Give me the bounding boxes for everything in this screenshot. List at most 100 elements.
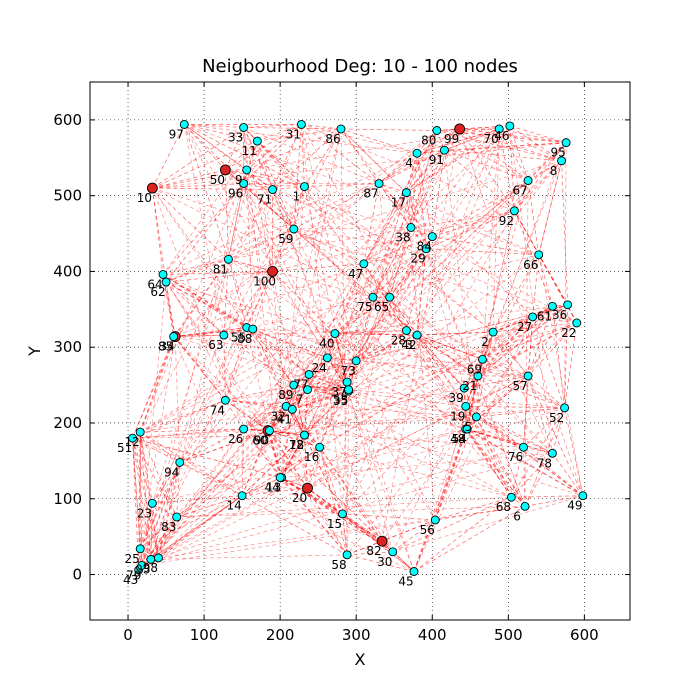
edge-88-41 [252,328,293,410]
node-82 [376,535,388,547]
node-label-85: 85 [158,340,173,354]
edge-41-72 [291,409,305,436]
edge-12-23 [139,432,153,504]
node-59 [289,224,299,234]
node-label-15: 15 [327,517,342,531]
edge-39-29 [425,248,465,389]
edge-33-86 [243,127,341,130]
edge-46-47 [363,125,511,265]
edge-37-41 [292,381,348,410]
edge-44-60 [267,430,281,478]
edge-77-26 [243,374,310,430]
edge-46-9 [246,125,510,171]
edge-27-14 [241,316,533,497]
node-label-51: 51 [117,441,132,455]
edge-45-82 [381,540,415,572]
edge-1-87 [304,183,380,187]
edge-33-56 [243,127,436,521]
edge-24-37 [326,357,348,383]
edge-27-52 [532,316,565,408]
edge-56-17 [406,192,436,521]
edge-79-12 [139,432,143,566]
node-label-36: 36 [552,308,567,322]
edge-27-57 [527,316,534,377]
edge-55-77 [246,327,310,375]
node-63 [219,330,229,340]
edge-23-51 [132,438,153,504]
node-80 [432,126,442,135]
node-label-47: 47 [348,267,363,281]
edge-56-68 [435,496,512,521]
edge-41-43 [138,409,293,571]
edge-20-96 [243,183,308,489]
edge-38-75 [372,227,412,298]
node-label-22: 22 [561,326,576,340]
edge-47-85 [173,263,364,337]
edge-64-100 [163,271,273,275]
edge-47-40 [334,263,365,334]
edge-86-87 [340,128,380,184]
edge-48-92 [465,210,515,430]
edge-13-16 [281,446,320,478]
edge-26-32 [243,405,287,430]
edge-23-83 [152,502,177,518]
edge-92-31 [301,124,515,212]
node-83 [172,512,182,522]
edge-6-52 [524,407,565,507]
edge-78-33 [243,127,553,454]
edge-47-54 [363,263,468,430]
edge-36-39 [463,304,568,389]
edge-40-75 [334,296,374,334]
edge-29-42 [416,248,427,336]
edge-32-72 [285,406,305,436]
edge-47-84 [363,236,433,265]
edge-23-48 [152,428,466,504]
edge-32-49 [286,405,583,497]
edge-10-33 [152,127,244,189]
edge-78-19 [465,405,553,454]
edge-68-78 [511,453,553,498]
edge-13-47 [281,263,365,478]
edge-10-95 [152,142,567,189]
node-label-17: 17 [391,196,406,210]
y-tick-label-1: 100 [53,490,82,508]
node-label-3: 3 [405,338,413,352]
node-96 [239,179,249,188]
edge-65-11 [257,140,390,298]
edge-83-6 [176,505,526,518]
edge-98-42 [158,334,418,559]
edge-66-67 [527,180,540,255]
edge-64-73 [162,274,357,362]
plot-frame [89,81,631,621]
node-9 [242,165,252,175]
edge-50-97 [184,124,226,171]
edge-67-94 [179,180,529,463]
edge-1-32 [285,186,305,407]
node-label-96: 96 [228,187,243,201]
edge-24-41 [291,357,328,410]
edge-59-38 [293,227,411,230]
edge-7-24 [307,357,328,390]
node-51 [128,433,138,443]
node-2 [488,327,498,337]
node-76 [519,442,528,452]
node-39 [459,383,469,393]
edge-17-75 [372,192,407,298]
edge-39-69 [463,359,483,389]
edge-64-4 [162,152,418,275]
edge-73-75 [355,297,374,361]
edge-63-64 [162,274,225,336]
edge-11-96 [243,140,258,184]
edge-24-93 [150,357,328,560]
node-label-42: 42 [401,338,416,352]
edge-84-87 [378,183,433,237]
node-19 [461,401,471,411]
edge-94-90 [179,430,270,463]
x-tick-label-4: 400 [418,626,447,644]
edge-63-81 [223,259,229,336]
edge-16-37 [319,381,348,448]
edge-63-66 [223,254,539,336]
node-label-78: 78 [537,456,552,470]
y-tick-label-2: 200 [53,414,82,432]
